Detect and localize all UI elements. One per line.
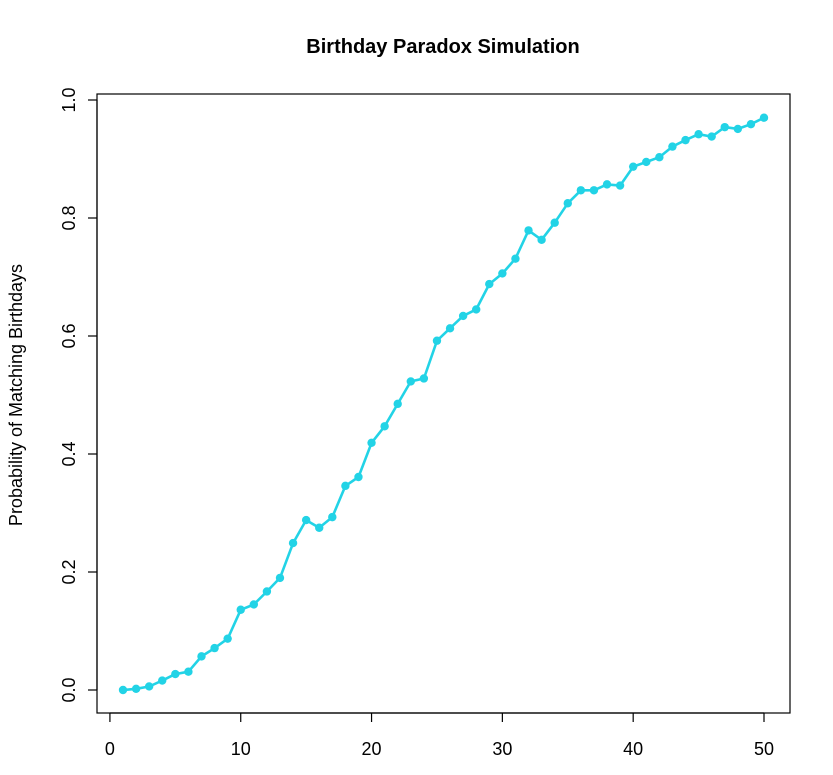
data-point xyxy=(668,142,677,151)
data-point xyxy=(550,218,559,227)
data-point xyxy=(445,324,455,333)
data-point xyxy=(118,685,128,695)
data-point xyxy=(380,422,389,431)
data-point xyxy=(301,515,311,525)
data-point xyxy=(249,600,259,609)
x-tick-label: 30 xyxy=(492,739,512,759)
data-point xyxy=(498,269,507,278)
data-point xyxy=(315,523,324,532)
y-axis: 0.0 0.2 0.4 0.6 0.8 1.0 xyxy=(59,87,98,703)
y-tick-label: 0.4 xyxy=(59,441,79,466)
data-point xyxy=(171,669,180,679)
data-point xyxy=(720,122,729,132)
data-point xyxy=(576,186,586,195)
data-point xyxy=(275,573,285,583)
data-point xyxy=(406,377,415,386)
data-point xyxy=(184,667,193,676)
x-tick-label: 0 xyxy=(105,739,115,759)
data-point xyxy=(419,374,429,383)
data-point xyxy=(563,199,572,208)
y-tick-label: 1.0 xyxy=(59,87,79,112)
x-tick-label: 10 xyxy=(231,739,251,759)
series-layer xyxy=(118,113,769,695)
data-point xyxy=(432,336,442,345)
data-point xyxy=(262,587,272,596)
x-tick-label: 40 xyxy=(623,739,643,759)
data-point xyxy=(537,235,546,245)
data-point xyxy=(393,399,402,409)
x-axis: 0 10 20 30 40 50 xyxy=(105,712,774,759)
data-point xyxy=(131,684,141,694)
y-tick-label: 0.6 xyxy=(59,323,79,348)
data-point xyxy=(602,180,612,189)
data-point xyxy=(288,538,298,548)
data-point xyxy=(158,676,167,685)
data-point xyxy=(341,481,350,491)
data-point xyxy=(236,605,245,614)
y-tick-label: 0.0 xyxy=(59,677,79,702)
data-point xyxy=(628,162,638,171)
data-point xyxy=(694,130,703,139)
y-tick-label: 0.2 xyxy=(59,559,79,584)
data-point xyxy=(223,634,232,643)
data-point xyxy=(354,472,363,482)
data-point xyxy=(144,682,154,691)
y-tick-label: 0.8 xyxy=(59,205,79,230)
x-tick-label: 20 xyxy=(362,739,382,759)
chart-title: Birthday Paradox Simulation xyxy=(306,36,579,58)
data-point xyxy=(759,113,769,122)
data-point xyxy=(589,186,599,195)
data-point xyxy=(681,135,690,145)
x-tick-label: 50 xyxy=(754,739,774,759)
data-point xyxy=(210,643,219,653)
data-point xyxy=(511,254,520,263)
y-axis-label: Probability of Matching Birthdays xyxy=(6,264,26,526)
data-point xyxy=(328,512,337,522)
data-point xyxy=(746,119,756,129)
data-point xyxy=(485,279,494,289)
data-point xyxy=(367,438,376,447)
data-point xyxy=(472,305,481,314)
data-point xyxy=(197,652,206,661)
data-point xyxy=(707,132,716,141)
data-point xyxy=(642,157,651,167)
data-point xyxy=(458,311,468,321)
data-point xyxy=(615,181,625,190)
data-point xyxy=(524,226,533,235)
data-point xyxy=(655,153,664,162)
data-point xyxy=(733,124,743,134)
